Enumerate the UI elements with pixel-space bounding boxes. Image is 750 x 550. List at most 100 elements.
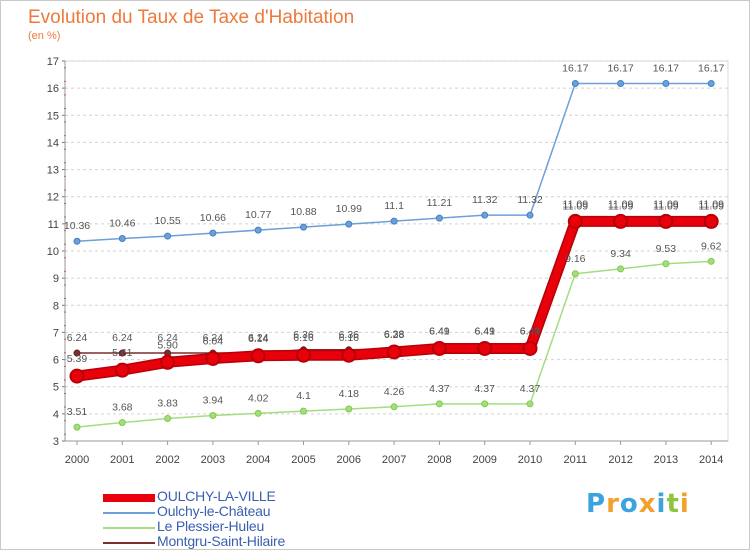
data-label-oulchy-la-ville: 6.04 xyxy=(203,335,224,347)
data-point-le-plessier-huleu xyxy=(662,260,670,268)
data-point-oulchy-le-chateau xyxy=(73,237,81,245)
data-label-oulchy-le-chateau: 11.21 xyxy=(427,197,453,209)
x-tick-label: 2008 xyxy=(427,454,451,466)
y-tick-label: 7 xyxy=(53,327,59,339)
data-label-montgru-saint-hilaire: 6.49 xyxy=(520,325,541,337)
y-tick-label: 13 xyxy=(47,165,59,177)
data-point-oulchy-le-chateau xyxy=(481,211,489,219)
legend-label-oulchy-la-ville: OULCHY-LA-VILLE xyxy=(157,488,276,504)
data-label-oulchy-le-chateau: 11.32 xyxy=(517,194,543,206)
data-point-oulchy-le-chateau xyxy=(345,220,353,228)
data-label-oulchy-le-chateau: 10.88 xyxy=(290,206,316,218)
data-label-le-plessier-huleu: 4.37 xyxy=(520,383,541,395)
logo-letter: i xyxy=(679,489,690,519)
x-tick-label: 2006 xyxy=(337,454,361,466)
data-point-oulchy-le-chateau xyxy=(662,80,670,88)
data-point-le-plessier-huleu xyxy=(300,407,307,415)
data-label-le-plessier-huleu: 4.1 xyxy=(296,390,311,402)
data-point-le-plessier-huleu xyxy=(571,270,579,278)
data-label-montgru-saint-hilaire: 6.24 xyxy=(67,332,88,344)
y-tick-label: 14 xyxy=(47,137,59,149)
data-point-oulchy-la-ville xyxy=(250,348,266,364)
y-tick-label: 8 xyxy=(53,300,59,312)
data-point-oulchy-la-ville xyxy=(205,350,221,366)
data-point-le-plessier-huleu xyxy=(707,257,715,265)
data-label-oulchy-la-ville: 11.09 xyxy=(608,198,634,210)
y-tick-label: 12 xyxy=(47,192,59,204)
data-point-montgru-saint-hilaire xyxy=(73,349,81,357)
legend-label-le-plessier-huleu: Le Plessier-Huleu xyxy=(157,518,265,534)
y-tick-label: 16 xyxy=(47,83,59,95)
data-point-oulchy-la-ville xyxy=(703,213,719,229)
data-point-oulchy-la-ville xyxy=(296,347,311,363)
y-tick-label: 6 xyxy=(53,355,59,367)
data-point-oulchy-le-chateau xyxy=(164,232,172,240)
chart-subtitle: (en %) xyxy=(28,30,61,42)
data-label-oulchy-le-chateau: 10.55 xyxy=(154,215,180,227)
chart-title: Evolution du Taux de Taxe d'Habitation xyxy=(28,7,355,28)
y-tick-label: 3 xyxy=(53,436,59,448)
data-label-oulchy-la-ville: 6.41 xyxy=(429,325,450,337)
data-label-montgru-saint-hilaire: 6.24 xyxy=(112,332,133,344)
data-label-montgru-saint-hilaire: 6.36 xyxy=(293,329,314,341)
logo-letter: r xyxy=(606,489,620,519)
data-point-le-plessier-huleu xyxy=(164,414,172,422)
x-tick-label: 2005 xyxy=(291,454,315,466)
x-tick-label: 2012 xyxy=(608,454,632,466)
data-label-le-plessier-huleu: 4.37 xyxy=(429,383,450,395)
data-point-oulchy-la-ville xyxy=(658,213,674,229)
data-label-montgru-saint-hilaire: 6.36 xyxy=(339,329,360,341)
data-label-montgru-saint-hilaire: 6.24 xyxy=(248,332,269,344)
legend-swatch-montgru-saint-hilaire xyxy=(103,542,155,544)
data-point-oulchy-le-chateau xyxy=(435,214,443,222)
data-point-oulchy-le-chateau xyxy=(390,217,398,225)
data-label-oulchy-la-ville: 6.16 xyxy=(339,332,360,344)
legend-swatch-le-plessier-huleu xyxy=(103,527,155,529)
data-label-oulchy-la-ville: 6.28 xyxy=(384,329,405,341)
logo-letter: x xyxy=(638,489,657,519)
data-point-le-plessier-huleu xyxy=(481,400,489,408)
data-label-le-plessier-huleu: 9.53 xyxy=(656,243,677,255)
x-tick-label: 2014 xyxy=(699,454,723,466)
data-point-oulchy-la-ville xyxy=(386,344,402,360)
data-label-le-plessier-huleu: 4.37 xyxy=(474,383,495,395)
data-label-oulchy-la-ville: 6.14 xyxy=(248,333,269,345)
data-point-montgru-saint-hilaire xyxy=(118,349,126,357)
data-label-montgru-saint-hilaire: 11.09 xyxy=(698,200,724,212)
data-label-oulchy-la-ville: 6.41 xyxy=(474,325,495,337)
logo-letter: o xyxy=(619,489,639,519)
y-tick-label: 4 xyxy=(53,409,59,421)
x-tick-label: 2002 xyxy=(155,454,179,466)
data-label-montgru-saint-hilaire: 6.49 xyxy=(474,325,495,337)
data-label-le-plessier-huleu: 3.68 xyxy=(112,402,133,414)
data-point-oulchy-le-chateau xyxy=(617,80,625,88)
data-label-oulchy-le-chateau: 11.1 xyxy=(384,200,404,212)
data-point-oulchy-le-chateau xyxy=(526,211,534,219)
data-label-le-plessier-huleu: 9.34 xyxy=(610,248,631,260)
data-point-oulchy-la-ville xyxy=(341,347,357,363)
data-label-montgru-saint-hilaire: 6.38 xyxy=(384,328,405,340)
data-label-oulchy-le-chateau: 11.32 xyxy=(472,194,498,206)
x-tick-label: 2004 xyxy=(246,454,270,466)
x-tick-label: 2011 xyxy=(563,454,587,466)
data-point-oulchy-le-chateau xyxy=(571,80,579,88)
logo-letter: t xyxy=(666,489,680,519)
data-label-le-plessier-huleu: 9.62 xyxy=(701,240,722,252)
data-label-montgru-saint-hilaire: 11.09 xyxy=(563,200,589,212)
data-point-oulchy-le-chateau xyxy=(707,80,715,88)
data-label-oulchy-la-ville: 5.61 xyxy=(112,347,133,359)
data-label-le-plessier-huleu: 9.16 xyxy=(565,253,586,265)
data-label-oulchy-le-chateau: 16.17 xyxy=(562,63,588,75)
x-tick-label: 2003 xyxy=(201,454,225,466)
data-label-montgru-saint-hilaire: 6.49 xyxy=(429,325,450,337)
y-tick-label: 15 xyxy=(47,110,59,122)
y-tick-label: 5 xyxy=(53,382,59,394)
data-point-le-plessier-huleu xyxy=(435,400,443,408)
data-label-le-plessier-huleu: 4.02 xyxy=(248,392,269,404)
data-point-le-plessier-huleu xyxy=(118,419,126,427)
logo-letter: P xyxy=(586,489,607,519)
data-label-oulchy-le-chateau: 10.99 xyxy=(336,203,362,215)
logo-letter: i xyxy=(656,489,667,519)
data-point-oulchy-la-ville xyxy=(160,354,176,370)
